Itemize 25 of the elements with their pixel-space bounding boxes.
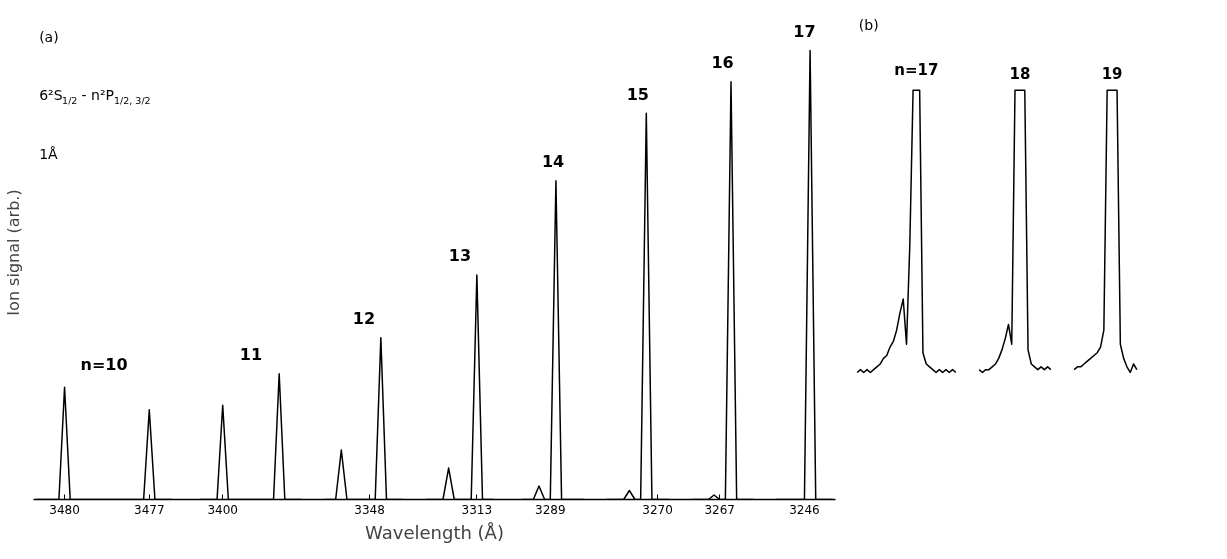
series-label: 12	[352, 309, 376, 329]
series-label: 14	[541, 152, 565, 172]
series-label: 16	[711, 53, 734, 73]
x-tick-label: 3480	[49, 502, 80, 517]
chart-title: 19	[1101, 64, 1123, 83]
chart-title: n=17	[894, 60, 939, 79]
x-tick-label: 3267	[704, 502, 735, 517]
x-tick-label: 3313	[461, 502, 493, 517]
text: (a)	[39, 28, 59, 45]
x-tick-label: 3270	[642, 502, 673, 517]
x-tick-label: 3477	[134, 502, 165, 517]
x-tick-label: 3400	[207, 502, 238, 517]
text: (b)	[858, 17, 879, 34]
series-label: 17	[793, 21, 816, 41]
series-label: n=10	[80, 354, 128, 374]
x-axis-title: Wavelength (Å)	[365, 521, 504, 543]
x-tick-label: 3348	[354, 502, 385, 517]
annotation: 1Å	[39, 145, 59, 162]
chart-title: 18	[1009, 64, 1031, 83]
x-tick-label: 3246	[789, 502, 820, 517]
y-axis-title: Ion signal (arb.)	[3, 189, 23, 316]
series-label: 15	[626, 84, 649, 104]
series-label: 11	[239, 345, 263, 365]
series-label: 13	[448, 246, 472, 266]
x-tick-label: 3289	[535, 502, 566, 517]
